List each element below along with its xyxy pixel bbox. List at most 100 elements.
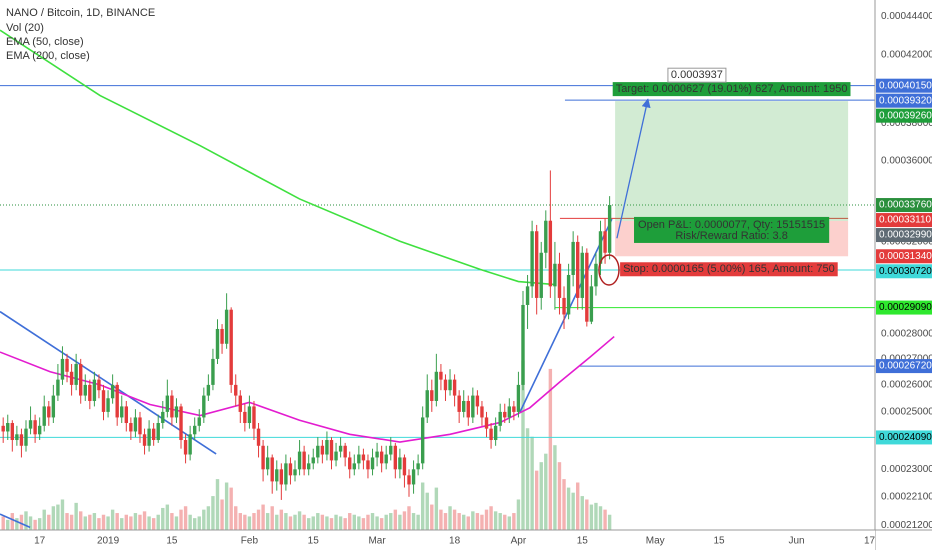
candle-body (416, 463, 420, 470)
volume-bar (361, 518, 366, 530)
candle-body (133, 417, 138, 432)
volume-bar (74, 502, 78, 530)
volume-bar (598, 506, 603, 530)
price-tag-label: 0.00039320 (879, 95, 932, 106)
volume-bar (170, 513, 174, 530)
volume-bar (480, 514, 484, 530)
candle-body (562, 297, 566, 315)
volume-bar (56, 504, 60, 530)
volume-bar (439, 509, 443, 530)
volume-bar (443, 513, 448, 530)
candle-body (243, 411, 247, 424)
candle-body (161, 411, 165, 424)
volume-bar (188, 514, 192, 530)
candle-body (544, 220, 548, 253)
x-tick-label: Jun (789, 536, 805, 547)
volume-bar (234, 506, 238, 530)
price-tag-label: 0.00032990 (879, 230, 932, 241)
candle-body (42, 406, 46, 426)
volume-bar (88, 514, 92, 530)
volume-bar (19, 514, 24, 530)
candle-body (357, 454, 361, 464)
volume-bar (288, 516, 293, 530)
volume-bar (457, 513, 461, 530)
volume-bar (357, 516, 361, 530)
legend-ema200: EMA (200, close) (6, 50, 90, 62)
ema-line (0, 29, 555, 286)
price-tag-label: 0.00040150 (879, 80, 932, 91)
candle-body (83, 384, 87, 396)
candle-body (384, 454, 388, 464)
candle-body (192, 425, 197, 435)
legend-volume: Vol (20) (6, 22, 44, 34)
y-tick-label: 0.00036000 (881, 155, 932, 166)
candle-body (151, 428, 156, 441)
candle-body (585, 252, 589, 322)
candle-body (580, 252, 584, 298)
volume-bar (589, 504, 594, 530)
candle-body (142, 434, 147, 446)
candle-body (361, 454, 366, 461)
price-tag (876, 264, 932, 279)
volume-bar (462, 514, 466, 530)
volume-bar (156, 514, 160, 530)
volume-bar (521, 360, 525, 530)
candle-body (79, 364, 83, 396)
candle-body (411, 469, 416, 485)
y-tick-label: 0.00044400 (881, 11, 932, 22)
volume-bar (28, 516, 33, 530)
candle-body (306, 463, 311, 470)
candle-body (28, 420, 33, 429)
candle-body (366, 460, 370, 470)
volume-bar (525, 428, 530, 530)
candle-body (370, 457, 375, 470)
volume-bar (334, 514, 338, 530)
volume-bar (548, 368, 553, 530)
candle-body (247, 406, 252, 424)
volume-bar (65, 513, 69, 530)
volume-bar (115, 513, 119, 530)
candle-body (47, 406, 51, 418)
volume-bar (202, 509, 206, 530)
volume-bar (352, 514, 356, 530)
volume-bar (571, 492, 575, 530)
time-axis-bg (0, 530, 875, 550)
candle-body (320, 445, 325, 455)
candle-body (202, 395, 206, 418)
volume-bar (585, 499, 589, 530)
volume-bar (6, 519, 10, 530)
candle-body (439, 371, 443, 380)
price-tag-label: 0.00033110 (879, 215, 932, 226)
candle-body (220, 328, 224, 344)
candle-body (407, 475, 411, 485)
price-tag-label: 0.00026720 (879, 361, 932, 372)
candle-body (197, 417, 201, 426)
volume-bar (471, 511, 475, 530)
x-tick-label: 18 (449, 536, 461, 547)
candle-body (389, 445, 393, 455)
price-tag (876, 78, 932, 93)
volume-bar (493, 511, 498, 530)
pnl-text: Open P&L: 0.0000077, Qty: 15151515 (638, 219, 825, 231)
volume-bar (557, 462, 562, 530)
candle-body (539, 252, 543, 298)
candle-body (471, 395, 475, 418)
volume-bar (60, 499, 65, 530)
candle-body (10, 423, 15, 441)
volume-bar (206, 506, 211, 530)
volume-bar (161, 507, 165, 530)
chart-title: NANO / Bitcoin, 1D, BINANCE (6, 7, 155, 19)
candle-body (170, 395, 174, 418)
volume-bar (375, 516, 379, 530)
price-tag-label: 0.00024090 (879, 432, 932, 443)
highlight-circle (598, 254, 620, 286)
volume-bar (192, 518, 197, 530)
label-text: 0.0003937 (671, 69, 723, 81)
candle-body (293, 469, 297, 476)
candle-body (425, 390, 429, 418)
price-tag-label: 0.00029090 (879, 302, 932, 313)
volume-bar (580, 496, 584, 530)
y-tick-label: 0.00028000 (881, 329, 932, 340)
volume-bar (530, 436, 534, 530)
volume-bar (302, 514, 306, 530)
